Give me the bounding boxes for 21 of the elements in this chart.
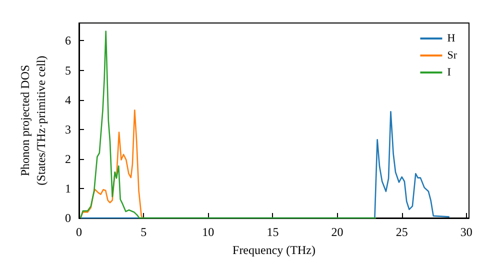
x-tick-label: 20 (331, 225, 344, 239)
x-tick-label: 0 (76, 225, 82, 239)
legend-label: H (447, 32, 456, 44)
y-tick-label: 4 (65, 92, 71, 107)
x-tick-label: 15 (266, 225, 279, 239)
legend-label: Sr (447, 50, 458, 62)
line-series (80, 30, 377, 219)
x-tick-label: 10 (202, 225, 214, 239)
y-tick-label: 0 (65, 211, 71, 225)
x-tick-label: 5 (140, 225, 147, 239)
y-tick-label: 5 (65, 63, 71, 78)
line-series (80, 110, 143, 219)
x-tick-label: 30 (460, 225, 472, 239)
y-tick-label: 1 (65, 181, 71, 196)
x-axis-title: Frequency (THz) (232, 243, 316, 257)
legend-label: I (447, 66, 452, 78)
x-tick-label: 25 (396, 225, 408, 239)
y-axis-title: Phonon projected DOS (States/THz·primitive cell) (18, 56, 48, 186)
y-tick-label: 6 (65, 34, 71, 48)
y-tick-label: 3 (65, 122, 71, 136)
y-tick-label: 2 (65, 152, 71, 166)
